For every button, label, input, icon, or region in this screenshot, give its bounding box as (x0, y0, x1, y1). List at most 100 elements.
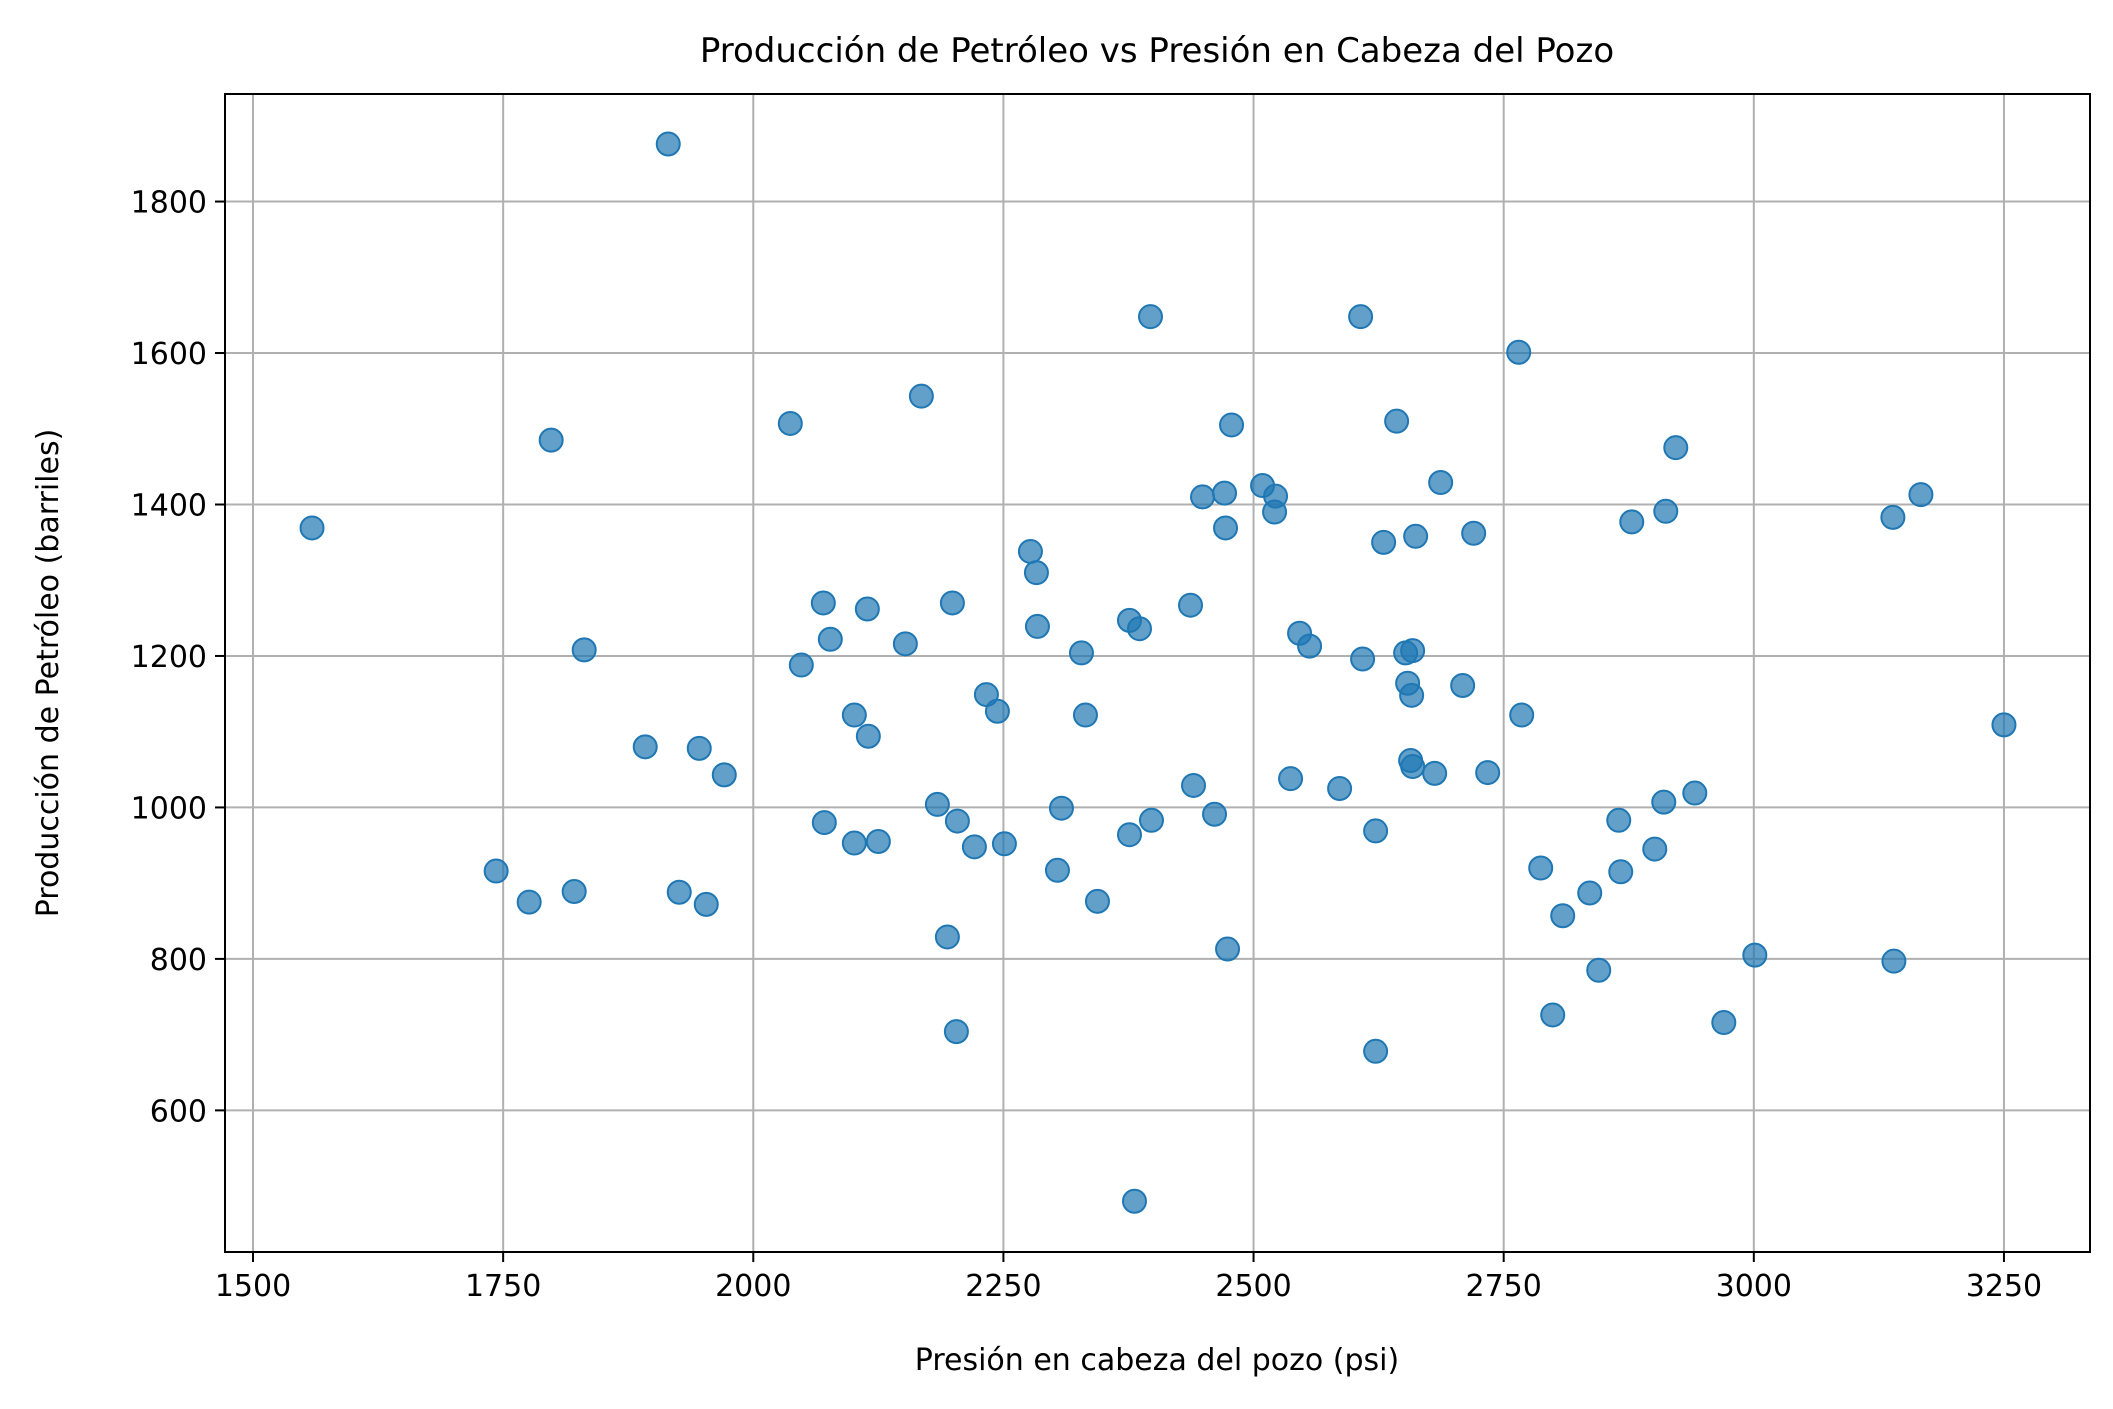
scatter-point (1137, 304, 1163, 330)
scatter-point (655, 131, 681, 157)
scatter-point (1363, 1038, 1389, 1064)
chart-title: Producción de Petróleo vs Presión en Cab… (700, 31, 1614, 71)
scatter-point (788, 652, 814, 678)
x-tick-label: 2000 (715, 1269, 791, 1304)
scatter-point (1348, 304, 1374, 330)
scatter-point (1642, 836, 1668, 862)
scatter-point (777, 410, 803, 436)
scatter-point (1116, 822, 1142, 848)
y-tick-label: 1400 (131, 488, 207, 523)
scatter-point (1540, 1002, 1566, 1028)
scatter-point (632, 734, 658, 760)
scatter-point (1138, 807, 1164, 833)
scatter-point (1371, 529, 1397, 555)
scatter-point (1880, 504, 1906, 530)
scatter-point (854, 596, 880, 622)
scatter-point (1422, 760, 1448, 786)
scatter-point (1084, 888, 1110, 914)
scatter-point (1190, 484, 1216, 510)
scatter-point (1399, 682, 1425, 708)
scatter-point (1475, 760, 1501, 786)
y-tick-label: 1000 (131, 791, 207, 826)
scatter-point (1384, 408, 1410, 434)
x-tick-label: 2750 (1466, 1269, 1542, 1304)
scatter-point (1606, 807, 1632, 833)
scatter-point (1181, 772, 1207, 798)
scatter-point (538, 427, 564, 453)
scatter-point (1121, 1188, 1147, 1214)
x-axis-label: Presión en cabeza del pozo (psi) (915, 1343, 1399, 1378)
scatter-point (1528, 855, 1554, 881)
scatter-point (810, 590, 836, 616)
scatter-point (1126, 616, 1152, 642)
grid-lines (225, 94, 2090, 1252)
scatter-point (1017, 538, 1043, 564)
plot-frame (224, 93, 2091, 1253)
scatter-point (908, 383, 934, 409)
scatter-point (1178, 592, 1204, 618)
scatter-point (1327, 775, 1353, 801)
scatter-point (1506, 339, 1532, 365)
scatter-point (1044, 857, 1070, 883)
scatter-point (817, 626, 843, 652)
scatter-point (1068, 640, 1094, 666)
scatter-point (1428, 470, 1454, 496)
scatter-point (934, 924, 960, 950)
scatter-point (1297, 633, 1323, 659)
scatter-point (1653, 498, 1679, 524)
scatter-point (693, 891, 719, 917)
scatter-point (1400, 754, 1426, 780)
scatter-point (686, 735, 712, 761)
scatter-point (666, 879, 692, 905)
scatter-point (1219, 412, 1245, 438)
scatter-point (483, 858, 509, 884)
scatter-point (1608, 859, 1634, 885)
scatter-point (1991, 712, 2017, 738)
scatter-point (939, 590, 965, 616)
y-tick-label: 1600 (131, 337, 207, 372)
scatter-point (1212, 480, 1238, 506)
scatter-point (1403, 523, 1429, 549)
scatter-point (924, 791, 950, 817)
scatter-point (1682, 780, 1708, 806)
data-points (299, 131, 2017, 1214)
scatter-point (1450, 672, 1476, 698)
scatter-point (711, 762, 737, 788)
scatter-point (1619, 509, 1645, 535)
scatter-point (1577, 880, 1603, 906)
scatter-point (1278, 766, 1304, 792)
scatter-point (516, 889, 542, 915)
scatter-point (1023, 560, 1049, 586)
scatter-point (299, 515, 325, 541)
scatter-point (1363, 818, 1389, 844)
x-tick-label: 3250 (1966, 1269, 2042, 1304)
scatter-point (841, 702, 867, 728)
scatter-point (943, 1019, 969, 1045)
scatter-point (1461, 520, 1487, 546)
scatter-point (841, 830, 867, 856)
scatter-point (1586, 957, 1612, 983)
scatter-point (561, 878, 587, 904)
scatter-point (1213, 515, 1239, 541)
scatter-point (1262, 499, 1288, 525)
scatter-point (1202, 801, 1228, 827)
y-tick-label: 600 (150, 1094, 207, 1129)
axis-ticks: 1500 1750 2000 2250 2500 2750 3000 3250 600 800 10… (131, 186, 2042, 1304)
scatter-point (865, 829, 891, 855)
scatter-point (1048, 795, 1074, 821)
scatter-point (1072, 702, 1098, 728)
x-tick-label: 2500 (1215, 1269, 1291, 1304)
scatter-point (1742, 942, 1768, 968)
scatter-point (855, 723, 881, 749)
scatter-point (984, 698, 1010, 724)
y-tick-label: 1200 (131, 640, 207, 675)
scatter-point (1509, 702, 1535, 728)
x-tick-label: 2250 (965, 1269, 1041, 1304)
scatter-point (1024, 613, 1050, 639)
scatter-point (571, 637, 597, 663)
scatter-point (1663, 435, 1689, 461)
y-tick-label: 800 (150, 943, 207, 978)
scatter-point (1550, 903, 1576, 929)
x-tick-label: 1500 (215, 1269, 291, 1304)
